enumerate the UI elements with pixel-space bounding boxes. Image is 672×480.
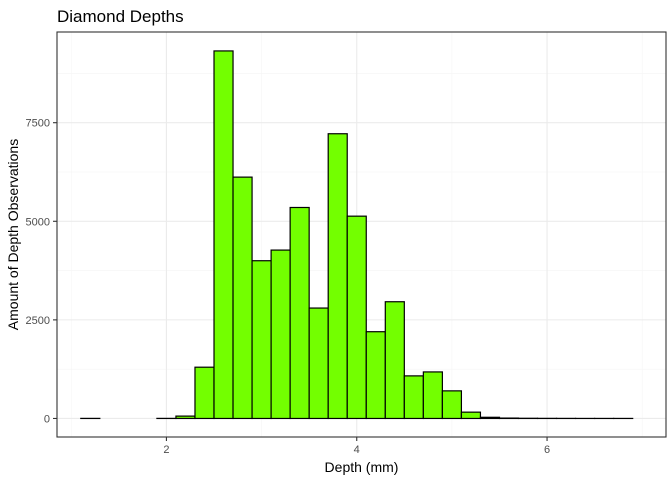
- x-tick-label: 6: [544, 444, 550, 456]
- histogram-bar: [232, 176, 253, 420]
- histogram-bar: [403, 375, 424, 420]
- y-tick-label: 0: [44, 413, 50, 425]
- histogram-bar: [175, 415, 196, 420]
- y-tick-label: 7500: [26, 118, 50, 130]
- histogram-bar: [346, 215, 367, 420]
- histogram-bar: [308, 307, 329, 420]
- histogram-bar: [289, 206, 310, 420]
- histogram-bar: [422, 371, 443, 420]
- histogram-bars: [80, 50, 634, 420]
- histogram-bar: [194, 366, 215, 420]
- histogram-bar: [251, 260, 272, 420]
- x-tick-label: 4: [354, 444, 360, 456]
- y-tick-label: 2500: [26, 315, 50, 327]
- histogram-bar: [384, 301, 405, 420]
- histogram-bar: [213, 50, 234, 420]
- histogram-bar: [270, 249, 291, 420]
- y-axis-title: Amount of Depth Observations: [5, 139, 21, 330]
- x-tick-label: 2: [163, 444, 169, 456]
- y-tick-label: 5000: [26, 216, 50, 228]
- histogram-bar: [365, 331, 386, 420]
- chart-title: Diamond Depths: [57, 7, 184, 26]
- histogram-bar: [441, 390, 463, 420]
- histogram-bar: [327, 133, 348, 420]
- histogram-bar: [479, 416, 501, 420]
- histogram-bar: [460, 411, 482, 420]
- axis-ticks: 2 4 6 0 2500 5000 7500: [26, 118, 551, 456]
- x-axis-title: Depth (mm): [325, 459, 399, 475]
- plot-panel-border: [56, 31, 667, 438]
